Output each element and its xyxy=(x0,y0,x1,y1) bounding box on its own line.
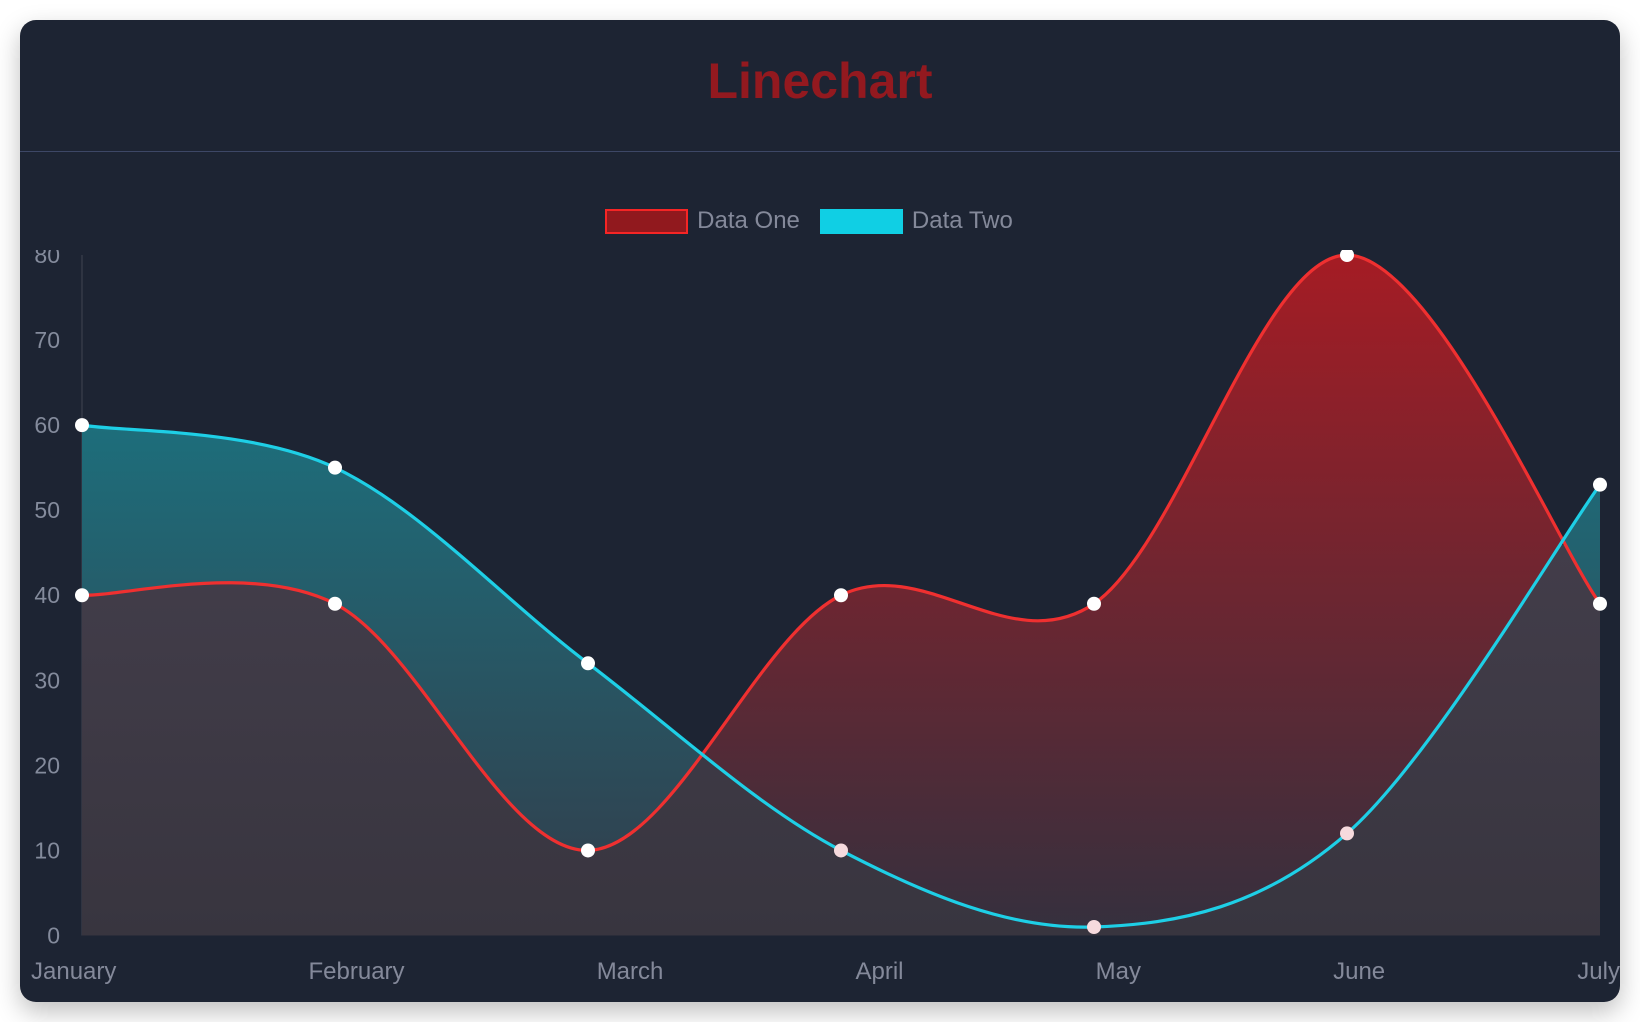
svg-text:0: 0 xyxy=(47,923,60,949)
svg-text:30: 30 xyxy=(34,667,60,693)
svg-text:10: 10 xyxy=(34,837,60,863)
svg-text:50: 50 xyxy=(34,497,60,523)
svg-text:40: 40 xyxy=(34,582,60,608)
svg-text:70: 70 xyxy=(34,327,60,353)
svg-text:80: 80 xyxy=(34,250,60,268)
svg-text:20: 20 xyxy=(34,752,60,778)
svg-text:60: 60 xyxy=(34,412,60,438)
